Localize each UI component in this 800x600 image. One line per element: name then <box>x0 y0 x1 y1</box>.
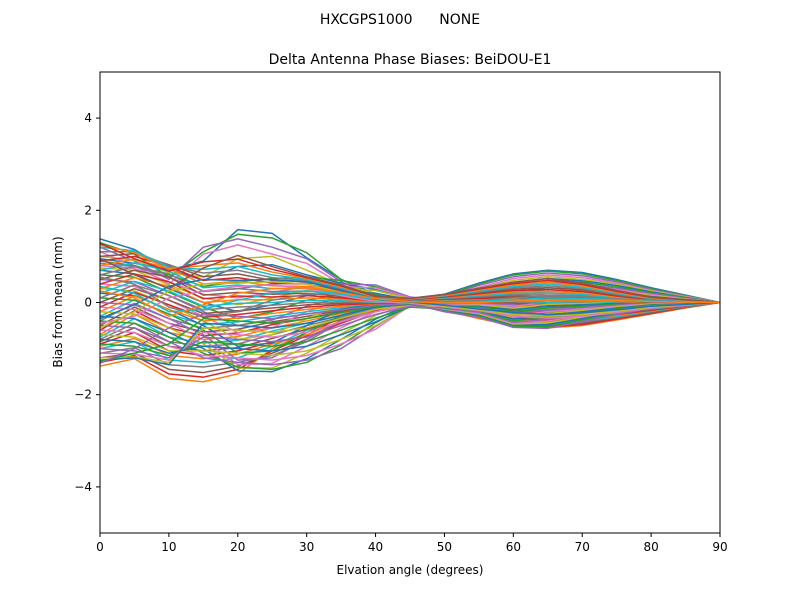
y-tick-label: −2 <box>74 388 92 402</box>
y-axis-label: Bias from mean (mm) <box>51 236 65 367</box>
y-tick-label: 4 <box>84 111 92 125</box>
x-axis-label: Elvation angle (degrees) <box>337 563 484 577</box>
y-tick-label: −4 <box>74 480 92 494</box>
series-line-66 <box>99 254 721 304</box>
x-tick-label: 20 <box>230 540 245 554</box>
plot-frame <box>99 71 721 534</box>
series-layer <box>99 228 721 383</box>
x-tick-label: 70 <box>575 540 590 554</box>
x-tick-label: 10 <box>161 540 176 554</box>
x-tick-label: 40 <box>368 540 383 554</box>
y-tick-label: 2 <box>84 203 92 217</box>
series-line-53 <box>99 301 721 357</box>
chart-title: Delta Antenna Phase Biases: BeiDOU-E1 <box>269 52 552 68</box>
x-tick-label: 30 <box>299 540 314 554</box>
x-tick-label: 60 <box>506 540 521 554</box>
x-tick-label: 90 <box>712 540 727 554</box>
x-tick-label: 0 <box>96 540 104 554</box>
y-tick-label: 0 <box>84 296 92 310</box>
series-line-72 <box>99 287 721 318</box>
x-tick-label: 80 <box>643 540 658 554</box>
x-tick-label: 50 <box>437 540 452 554</box>
figure-suptitle: HXCGPS1000 NONE <box>320 12 480 28</box>
ticks-layer: 0 10 20 30 40 50 60 70 80 90 −4 −2 0 2 4 <box>74 111 727 554</box>
